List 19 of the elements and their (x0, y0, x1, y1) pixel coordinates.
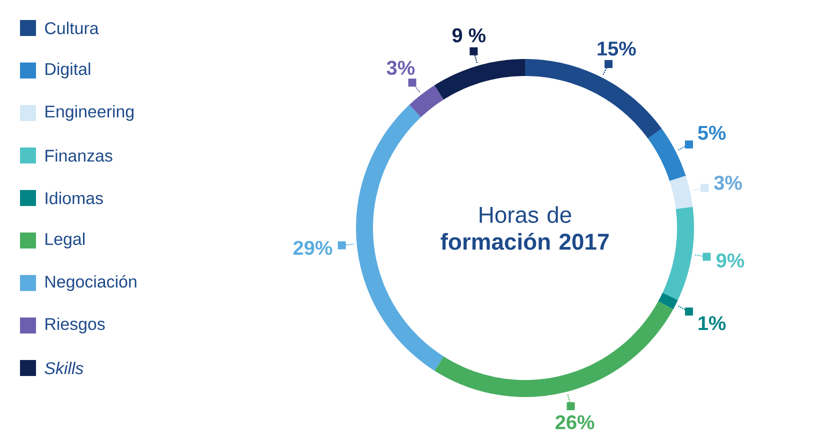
data-label: 9% (716, 253, 744, 268)
data-label: 3% (386, 60, 415, 75)
legend-label: Finanzas (46, 149, 112, 162)
data-label: 5% (698, 126, 726, 140)
legend-label: Engineering (46, 105, 134, 121)
data-label: 26% (556, 415, 594, 430)
legend-label: Legal (46, 232, 84, 248)
legend-label: Skills (44, 362, 84, 374)
data-label: 1% (698, 316, 726, 330)
data-label: 9 % (452, 28, 486, 42)
data-label: 3% (714, 176, 742, 190)
legend-label: Cultura (45, 22, 99, 34)
legend-label: Idiomas (46, 192, 103, 204)
legend-label: Riesgos (46, 318, 105, 334)
text: Horas de formación 2017 (440, 206, 609, 250)
legend-label: Negociación (46, 275, 136, 291)
legend-label: Digital (46, 62, 90, 78)
data-label: 15% (598, 42, 636, 56)
data-label: 29% (293, 240, 332, 255)
